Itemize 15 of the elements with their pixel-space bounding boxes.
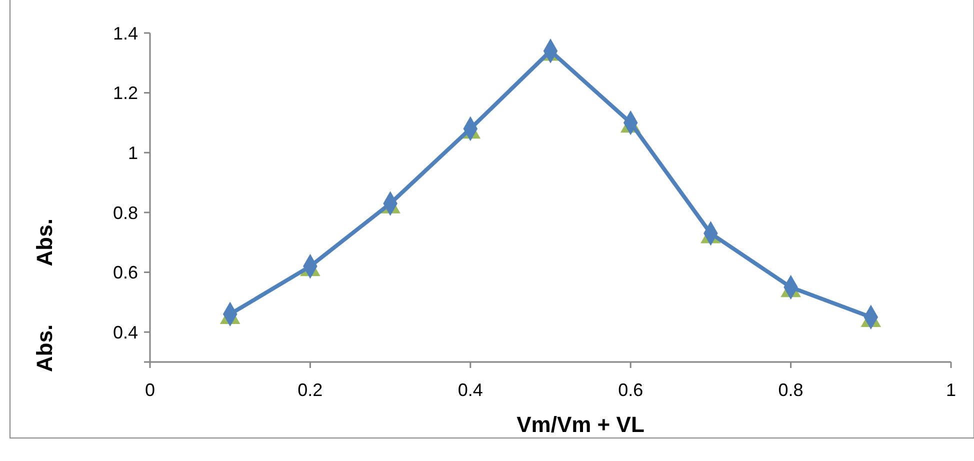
text: Abs. bbox=[32, 324, 57, 372]
x-tick-label: 0.8 bbox=[778, 380, 804, 400]
x-axis-title: Vm/Vm + VL bbox=[516, 412, 644, 437]
x-tick-label: 0.2 bbox=[298, 380, 323, 400]
y-tick-label: 1.4 bbox=[112, 23, 138, 44]
y-tick-label: 0.8 bbox=[112, 202, 138, 223]
y-axis-title: Abs. bbox=[32, 218, 57, 266]
y-tick-label: 0.4 bbox=[112, 322, 138, 342]
x-tick-label: 0 bbox=[144, 380, 156, 400]
y-tick-label: 0.6 bbox=[112, 262, 138, 283]
x-tick-label: 0.6 bbox=[618, 380, 644, 400]
x-tick-label: 0.4 bbox=[458, 380, 483, 400]
y-tick-label: 1 bbox=[128, 142, 138, 163]
y-tick-label: 1.2 bbox=[112, 83, 138, 104]
x-tick-label: 1 bbox=[946, 380, 956, 400]
